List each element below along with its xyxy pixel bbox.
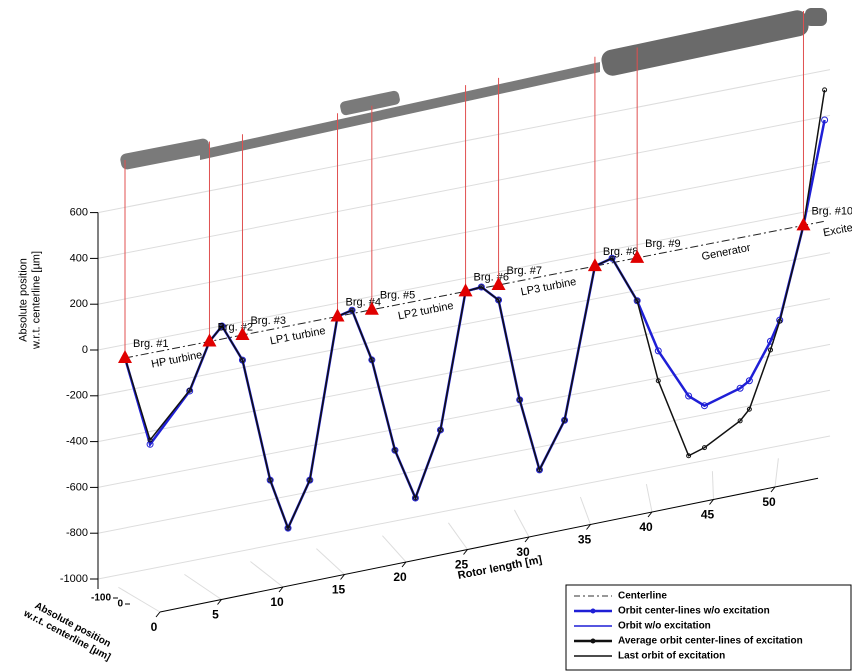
y-tick-label: -600 <box>66 481 88 493</box>
legend-label: Centerline <box>618 591 667 602</box>
x-tick-label: 50 <box>762 495 776 509</box>
grid-line <box>250 561 283 587</box>
grid-line <box>712 471 713 499</box>
bearing-marker <box>118 350 132 363</box>
y-tick-label: 0 <box>82 344 88 356</box>
bearing-label: Brg. #9 <box>645 238 680 250</box>
x-tick-label: 0 <box>151 620 158 634</box>
legend-label: Orbit w/o excitation <box>618 621 711 632</box>
grid-line <box>98 115 830 258</box>
grid-line <box>316 549 344 575</box>
bearing-label: Brg. #10 <box>811 205 852 217</box>
x-axis-label: Rotor length [m] <box>457 554 544 582</box>
legend-label: Average orbit center-lines of excitation <box>618 636 803 647</box>
y-tick-label: -400 <box>66 436 88 448</box>
z-tick-label: 0 <box>117 599 123 610</box>
legend-marker <box>591 609 596 614</box>
bearing-label: Brg. #2 <box>217 321 252 333</box>
x-tick <box>156 612 160 617</box>
legend: Centerline Orbit center-lines w/o excitat… <box>566 585 851 670</box>
section-label: Generator <box>701 242 752 263</box>
x-tick-label: 35 <box>578 533 592 547</box>
section-label: HP turbine <box>150 349 203 371</box>
y-tick-label: 400 <box>70 252 88 264</box>
bearing-label: Brg. #6 <box>474 271 509 283</box>
grid-line <box>118 587 160 612</box>
rotor-shaft <box>200 62 600 160</box>
rotor-model <box>119 8 827 170</box>
y-tick-label: -800 <box>66 527 88 539</box>
legend-marker <box>591 639 596 644</box>
x-tick-label: 15 <box>332 583 346 597</box>
x-tick-label: 10 <box>270 595 284 609</box>
x-tick-label: 45 <box>701 508 715 522</box>
bearing-label: Brg. #1 <box>133 338 168 350</box>
x-tick-label: 5 <box>212 608 219 622</box>
bearing-label: Brg. #5 <box>380 290 415 302</box>
y-tick-label: -200 <box>66 390 88 402</box>
y-axis-label: Absolute positionw.r.t. centerline [µm] <box>17 251 42 350</box>
grid-line <box>98 253 830 396</box>
grid-line <box>98 161 830 304</box>
grid-line <box>775 458 778 487</box>
grid-line <box>98 344 830 487</box>
x-tick-label: 20 <box>393 570 407 584</box>
grid-line <box>98 299 830 442</box>
bearing-label: Brg. #8 <box>603 246 638 258</box>
bearing-label: Brg. #7 <box>507 265 542 277</box>
grid-line <box>98 207 830 350</box>
chart: Absolute positionw.r.t. centerline [µm] … <box>0 0 852 671</box>
grid-line <box>98 390 830 533</box>
y-tick-label: 600 <box>70 207 88 219</box>
legend-label: Orbit center-lines w/o excitation <box>618 606 770 617</box>
hp-rotor <box>119 138 210 171</box>
bearing-label: Brg. #3 <box>250 315 285 327</box>
grid-line <box>514 510 529 537</box>
grid-line <box>98 70 830 213</box>
grid-line <box>580 497 590 525</box>
grid-line <box>184 574 221 599</box>
x-tick-label: 25 <box>455 558 469 572</box>
x-tick-label: 40 <box>639 520 653 534</box>
y-tick-label: -1000 <box>60 573 88 585</box>
grid-line <box>646 484 652 512</box>
exciter-rotor <box>805 8 827 26</box>
section-label: Exciter <box>822 221 852 239</box>
section-label: LP2 turbine <box>397 300 455 323</box>
generator-rotor <box>600 8 811 77</box>
grid-line <box>382 536 406 562</box>
bearing-label: Brg. #4 <box>346 296 381 308</box>
legend-label: Last orbit of excitation <box>618 651 725 662</box>
z-tick-label: -100 <box>91 593 111 604</box>
y-tick-label: 200 <box>70 298 88 310</box>
grid-line <box>448 523 467 550</box>
z-axis-label: Absolute positionw.r.t. centerline [µm] <box>21 597 118 663</box>
series-line <box>125 90 825 528</box>
bearing-marker <box>796 217 810 230</box>
x-tick-label: 30 <box>516 545 530 559</box>
